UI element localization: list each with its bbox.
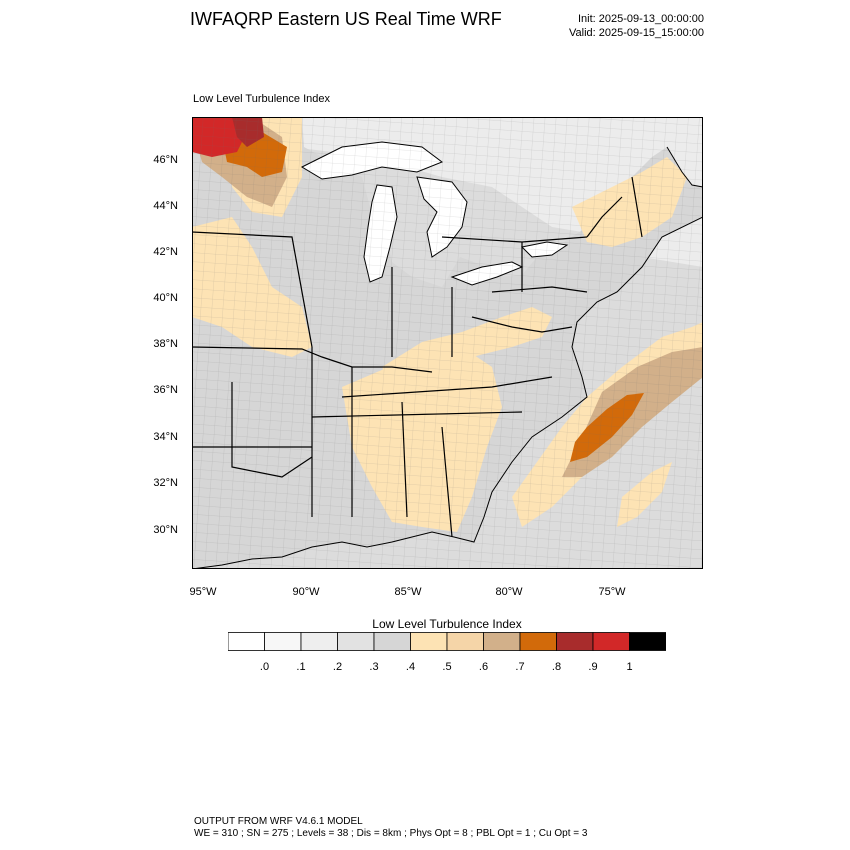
lat-label-36: 36°N: [153, 384, 178, 396]
map-border: [192, 117, 703, 569]
lat-label-30: 30°N: [153, 524, 178, 536]
colorbar-swatch: [556, 632, 594, 651]
coastline: [192, 146, 703, 569]
model-info: OUTPUT FROM WRF V4.6.1 MODEL: [194, 816, 363, 827]
lat-label-40: 40°N: [153, 292, 178, 304]
colorbar-swatch: [410, 632, 448, 651]
plot-title: IWFAQRP Eastern US Real Time WRF: [190, 9, 502, 29]
colorbar-label: .3: [369, 661, 379, 673]
lon-label-85: 85°W: [394, 586, 422, 598]
lat-label-38: 38°N: [153, 338, 178, 350]
colorbar-label: .4: [405, 661, 416, 673]
lon-label-80: 80°W: [495, 586, 523, 598]
colorbar-swatch: [629, 632, 666, 651]
turbulence-map: [192, 117, 703, 569]
lon-label-90: 90°W: [292, 586, 320, 598]
colorbar-label: .0: [259, 661, 270, 673]
colorbar: [228, 632, 666, 651]
valid-time: Valid: 2025-09-15_15:00:00: [569, 27, 704, 39]
colorbar-label: .5: [442, 661, 452, 673]
colorbar-swatch: [373, 632, 411, 651]
colorbar-swatch: [228, 632, 265, 651]
map-subtitle: Low Level Turbulence Index: [193, 93, 330, 105]
colorbar-label: .6: [478, 661, 489, 673]
colorbar-swatch: [592, 632, 630, 651]
colorbar-swatch: [519, 632, 557, 651]
colorbar-label: .1: [296, 661, 306, 673]
colorbar-label: .7: [515, 661, 525, 673]
colorbar-label: .2: [332, 661, 343, 673]
colorbar-swatch: [446, 632, 484, 651]
colorbar-swatch: [483, 632, 521, 651]
lon-label-95: 95°W: [189, 586, 217, 598]
county-lines: [192, 117, 703, 569]
model-config: WE = 310 ; SN = 275 ; Levels = 38 ; Dis …: [194, 828, 588, 839]
colorbar-label: .9: [588, 661, 598, 673]
lon-label-75: 75°W: [598, 586, 626, 598]
colorbar-label: 1: [626, 661, 633, 673]
lat-label-42: 42°N: [153, 246, 178, 258]
lat-label-46: 46°N: [153, 154, 178, 166]
colorbar-title: Low Level Turbulence Index: [372, 617, 522, 631]
colorbar-label: .8: [551, 661, 562, 673]
lat-label-34: 34°N: [153, 431, 178, 443]
lat-label-32: 32°N: [153, 477, 178, 489]
colorbar-swatch: [337, 632, 375, 651]
state-borders: [192, 176, 643, 538]
colorbar-swatch: [300, 632, 338, 651]
init-time: Init: 2025-09-13_00:00:00: [578, 13, 704, 25]
lat-label-44: 44°N: [153, 200, 178, 212]
colorbar-swatch: [264, 632, 302, 651]
